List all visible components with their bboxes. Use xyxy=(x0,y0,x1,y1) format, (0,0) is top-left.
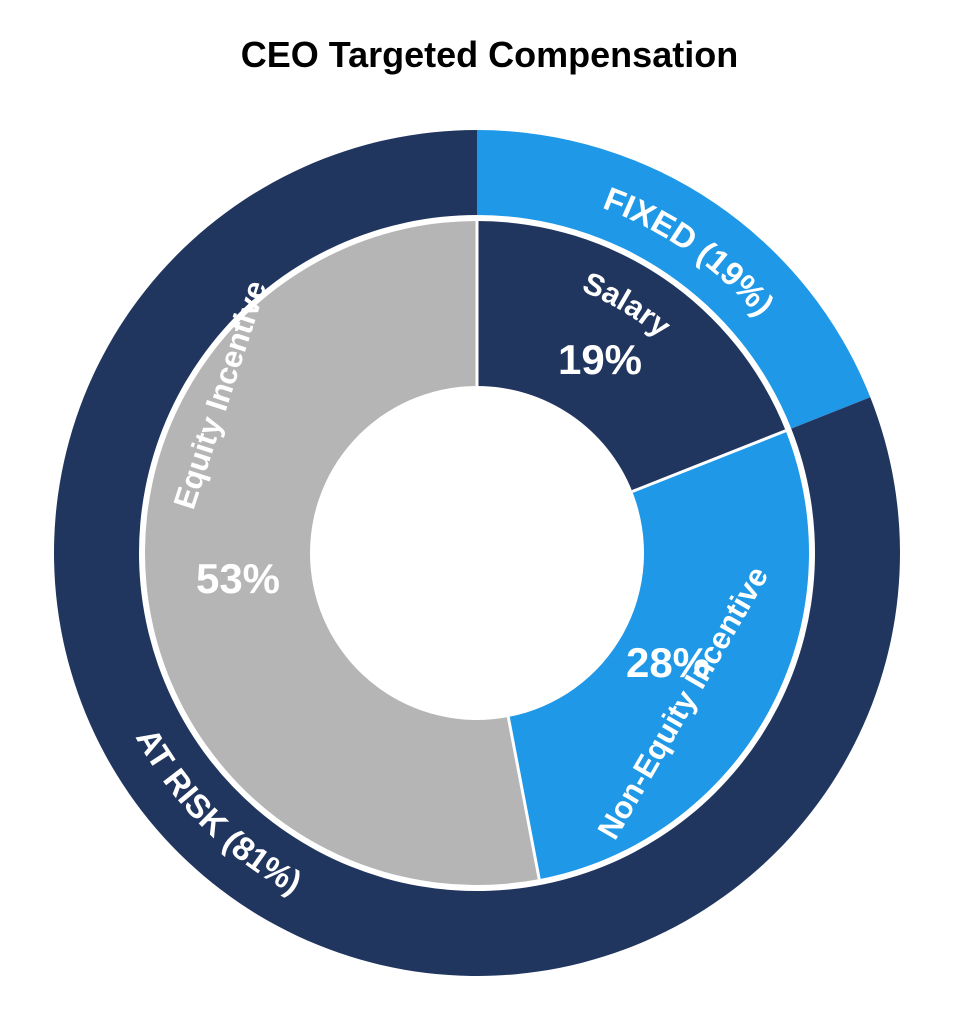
inner-slice-equity-incentive xyxy=(145,221,540,885)
inner-ring xyxy=(145,221,809,885)
inner-slice-non-equity-incentive xyxy=(508,430,809,880)
outer-ring xyxy=(53,130,900,976)
chart-title: CEO Targeted Compensation xyxy=(240,34,739,75)
slice-separator xyxy=(631,429,787,493)
inner-slice-salary xyxy=(477,221,786,492)
slice-separator xyxy=(506,716,541,880)
value-label-equity-incentive: 53% xyxy=(196,555,280,602)
outer-slice-fixed-19 xyxy=(477,130,871,429)
value-label-salary: 19% xyxy=(558,336,642,383)
value-label-non-equity-incentive: 28% xyxy=(626,639,710,686)
